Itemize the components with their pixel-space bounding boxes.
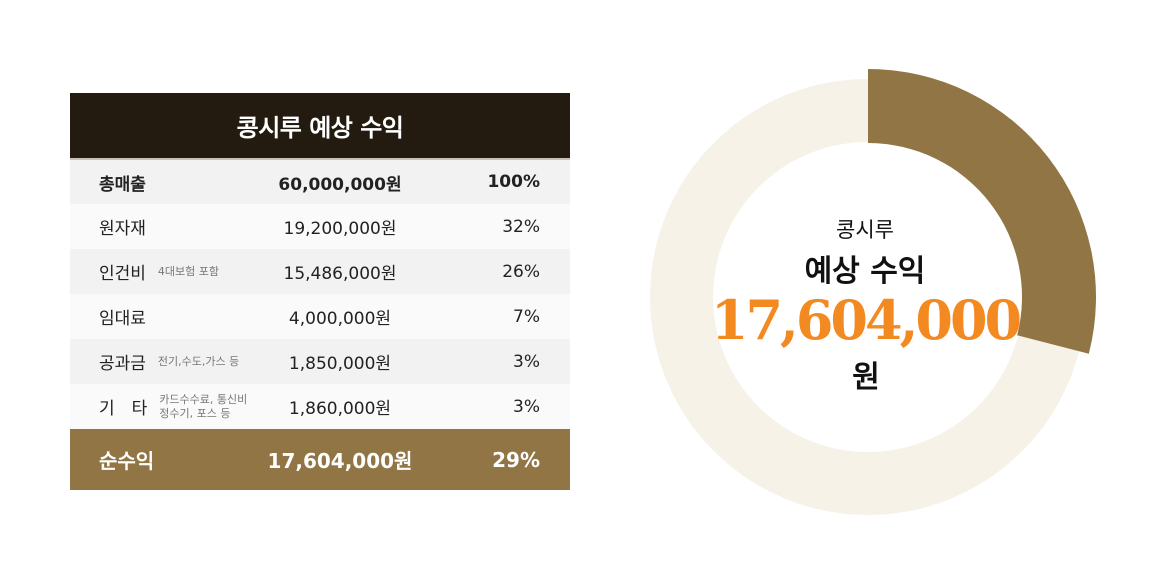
row-note-line: 전기,수도,가스 등: [157, 354, 240, 368]
row-percent: 26%: [502, 261, 540, 282]
row-amount: 15,486,000원: [283, 264, 397, 284]
center-amount-value: 17,604,000: [710, 288, 1022, 352]
row-name-cell: 인건비 4대보험 포함: [99, 259, 219, 284]
row-name: 인건비: [99, 264, 146, 284]
table-row: 공과금 전기,수도,가스 등 1,850,000원 3%: [70, 339, 570, 384]
row-note: 4대보험 포함: [158, 265, 219, 279]
row-name: 기 타: [99, 399, 148, 419]
table-row: 임대료 4,000,000원 7%: [70, 294, 570, 339]
row-amount: 1,860,000원: [288, 399, 392, 419]
total-percent: 29%: [492, 447, 540, 472]
total-amount: 17,604,000원: [267, 449, 413, 473]
row-percent: 100%: [487, 172, 540, 192]
table-row: 총매출 60,000,000원 100%: [70, 158, 570, 204]
total-name-cell: 순수익: [99, 445, 154, 474]
row-name: 공과금: [99, 354, 146, 374]
row-amount: 4,000,000원: [288, 309, 392, 329]
row-name-cell: 기 타 카드수수료, 통신비 정수기, 포스 등: [99, 393, 247, 421]
row-percent: 3%: [513, 396, 540, 417]
row-name-cell: 임대료: [99, 304, 146, 329]
row-note-line: 카드수수료, 통신비: [159, 392, 248, 406]
row-note: 카드수수료, 통신비 정수기, 포스 등: [159, 393, 247, 421]
row-note-line: 정수기, 포스 등: [159, 406, 231, 420]
row-amount: 60,000,000원: [278, 174, 402, 195]
row-amount: 1,850,000원: [288, 354, 392, 374]
row-name: 임대료: [99, 309, 146, 329]
center-amount-unit: 원: [852, 360, 880, 395]
row-note: 전기,수도,가스 등: [158, 355, 239, 369]
row-amount: 19,200,000원: [283, 219, 397, 239]
total-name: 순수익: [99, 449, 155, 473]
table-row: 인건비 4대보험 포함 15,486,000원 26%: [70, 249, 570, 294]
row-percent: 3%: [513, 351, 540, 372]
row-name: 원자재: [99, 219, 146, 239]
center-label-title: 예상 수익: [804, 254, 926, 289]
center-label-brand: 콩시루: [836, 218, 894, 242]
row-name: 총매출: [99, 174, 146, 195]
table-row: 원자재 19,200,000원 32%: [70, 204, 570, 249]
table-title: 콩시루 예상 수익: [70, 93, 570, 158]
table-row: 기 타 카드수수료, 통신비 정수기, 포스 등 1,860,000원 3%: [70, 384, 570, 429]
row-percent: 32%: [502, 216, 540, 237]
total-row: 순수익 17,604,000원 29%: [70, 429, 570, 490]
row-name-cell: 원자재: [99, 214, 146, 239]
donut-segment-net-profit: [868, 69, 1096, 354]
row-name-cell: 공과금 전기,수도,가스 등: [99, 349, 239, 374]
center-amount: 17,604,000 원: [700, 288, 1030, 396]
row-name-cell: 총매출: [99, 170, 146, 195]
row-percent: 7%: [513, 306, 540, 327]
row-note-line: 4대보험 포함: [157, 264, 220, 278]
revenue-table: 콩시루 예상 수익 총매출 60,000,000원 100% 원자재 19,20…: [70, 93, 570, 490]
